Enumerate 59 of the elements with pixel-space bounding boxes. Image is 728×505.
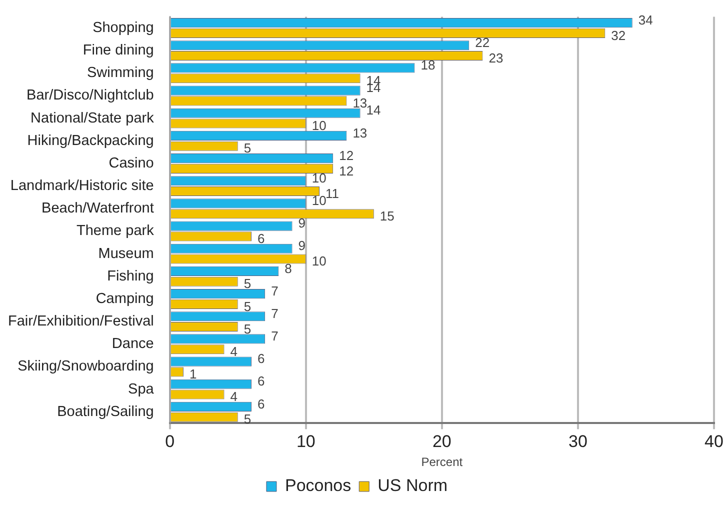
x-tick-label: 20 bbox=[432, 432, 452, 452]
data-label: 4 bbox=[230, 389, 238, 404]
y-tick-label: Fishing bbox=[107, 268, 154, 284]
data-label: 18 bbox=[420, 58, 436, 73]
data-label: 6 bbox=[257, 351, 265, 366]
data-label: 9 bbox=[298, 238, 306, 254]
x-axis-title: Percent bbox=[421, 455, 464, 470]
legend-label: US Norm bbox=[378, 476, 448, 496]
x-tick-label: 30 bbox=[568, 432, 588, 452]
y-tick-label: Fine dining bbox=[82, 42, 154, 59]
data-label: 10 bbox=[312, 193, 326, 208]
data-label: 10 bbox=[312, 118, 326, 134]
y-tick-label: Landmark/Historic site bbox=[10, 178, 154, 194]
data-label: 9 bbox=[298, 216, 306, 231]
y-tick-label: Hiking/Backpacking bbox=[27, 132, 154, 149]
y-tick-label: Theme park bbox=[76, 223, 155, 240]
data-label: 7 bbox=[271, 283, 278, 298]
data-label: 13 bbox=[352, 125, 368, 140]
y-tick-label: Museum bbox=[98, 246, 154, 262]
data-label: 22 bbox=[475, 34, 490, 50]
y-tick-label: Dance bbox=[112, 336, 154, 352]
data-label: 10 bbox=[312, 254, 326, 269]
data-label: 6 bbox=[257, 396, 265, 412]
data-label: 6 bbox=[257, 231, 265, 246]
data-label: 32 bbox=[611, 28, 626, 43]
data-label: 10 bbox=[312, 170, 326, 186]
data-label: 7 bbox=[271, 328, 278, 344]
legend-label: Poconos bbox=[284, 476, 352, 496]
data-label: 13 bbox=[352, 96, 368, 111]
x-tick-label: 40 bbox=[704, 432, 724, 452]
data-label: 12 bbox=[339, 148, 354, 163]
data-label: 5 bbox=[244, 298, 252, 314]
y-tick-label: Fair/Exhibition/Festival bbox=[8, 314, 154, 330]
data-label: 12 bbox=[339, 163, 354, 178]
y-tick-label: Camping bbox=[96, 290, 154, 307]
data-label: 7 bbox=[271, 306, 278, 321]
x-tick-label: 0 bbox=[165, 432, 175, 452]
data-label: 5 bbox=[244, 140, 252, 156]
data-label: 11 bbox=[325, 186, 339, 201]
y-tick-label: Swimming bbox=[86, 65, 154, 82]
data-label: 5 bbox=[244, 276, 252, 292]
y-tick-label: Casino bbox=[108, 155, 154, 172]
y-tick-label: Skiing/Snowboarding bbox=[18, 358, 154, 375]
data-label: 5 bbox=[244, 321, 252, 336]
data-label: 14 bbox=[366, 102, 381, 118]
data-label: 15 bbox=[380, 208, 394, 224]
x-tick-label: 10 bbox=[296, 432, 316, 452]
y-tick-label: Bar/Disco/Nightclub bbox=[26, 88, 154, 104]
y-tick-label: National/State park bbox=[30, 110, 155, 126]
y-tick-label: Spa bbox=[128, 381, 155, 398]
data-label: 8 bbox=[284, 260, 292, 276]
data-label: 34 bbox=[638, 12, 653, 28]
data-label: 1 bbox=[189, 366, 197, 382]
data-label: 23 bbox=[488, 50, 504, 66]
y-tick-label: Boating/Sailing bbox=[57, 404, 154, 420]
y-tick-label: Shopping bbox=[92, 20, 154, 36]
y-tick-label: Beach/Waterfront bbox=[42, 200, 154, 217]
data-label: 6 bbox=[257, 374, 265, 389]
data-label: 4 bbox=[230, 344, 238, 359]
